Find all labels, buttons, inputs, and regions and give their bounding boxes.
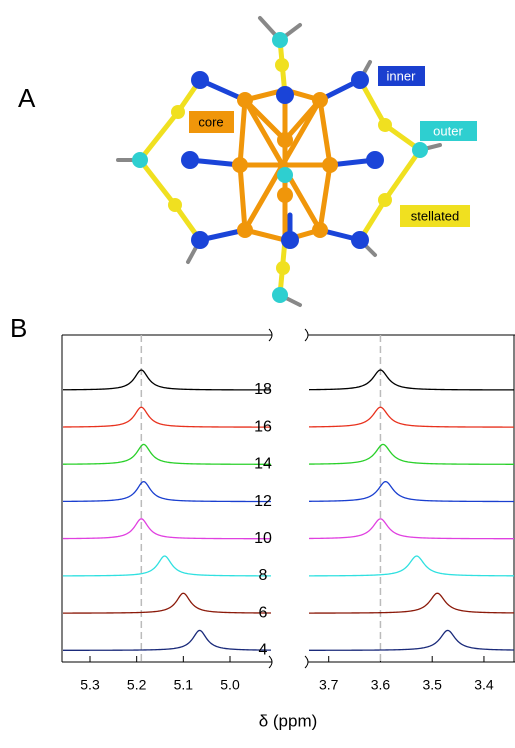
spectrum-trace (309, 556, 514, 576)
spectrum-trace (63, 593, 271, 613)
page: A (0, 0, 515, 748)
figure: A (0, 0, 515, 743)
spectrum-trace (309, 444, 514, 464)
series-label: 6 (259, 604, 268, 621)
spectrum-trace (309, 407, 514, 427)
series-label: 4 (259, 642, 268, 659)
x-tick-label: 3.7 (319, 677, 339, 693)
spectrum-trace (309, 593, 514, 613)
spectrum-trace (63, 519, 271, 539)
series-label: 12 (254, 493, 272, 510)
panel-label: A (18, 83, 36, 113)
x-tick-label: 5.0 (220, 677, 240, 693)
x-tick-label: 3.5 (422, 677, 442, 693)
x-axis-label: δ (ppm) (259, 711, 318, 730)
panel-label: B (10, 313, 27, 343)
spectrum-trace (63, 556, 271, 576)
structure-label: core (198, 114, 223, 129)
series-label: 18 (254, 381, 272, 398)
structure-label: inner (387, 68, 417, 83)
structure-label: outer (433, 123, 463, 138)
spectrum-trace (63, 370, 271, 390)
series-label: 14 (254, 456, 272, 473)
x-tick-label: 5.3 (80, 677, 100, 693)
spectrum-trace (309, 519, 514, 539)
spectrum-trace (63, 630, 271, 650)
axis-break (305, 329, 308, 668)
molecule (118, 18, 440, 305)
series-label: 8 (259, 567, 268, 584)
x-tick-label: 3.6 (371, 677, 391, 693)
structure-label: stellated (411, 208, 459, 223)
x-tick-label: 3.4 (474, 677, 494, 693)
spectrum-trace (309, 482, 514, 502)
x-tick-label: 5.2 (127, 677, 147, 693)
spectrum-trace (63, 482, 271, 502)
spectrum-trace (309, 370, 514, 390)
spectrum-trace (63, 407, 271, 427)
spectrum-trace (63, 444, 271, 464)
series-label: 10 (254, 530, 272, 547)
series-label: 16 (254, 418, 272, 435)
spectrum-trace (309, 630, 514, 650)
x-tick-label: 5.1 (174, 677, 194, 693)
